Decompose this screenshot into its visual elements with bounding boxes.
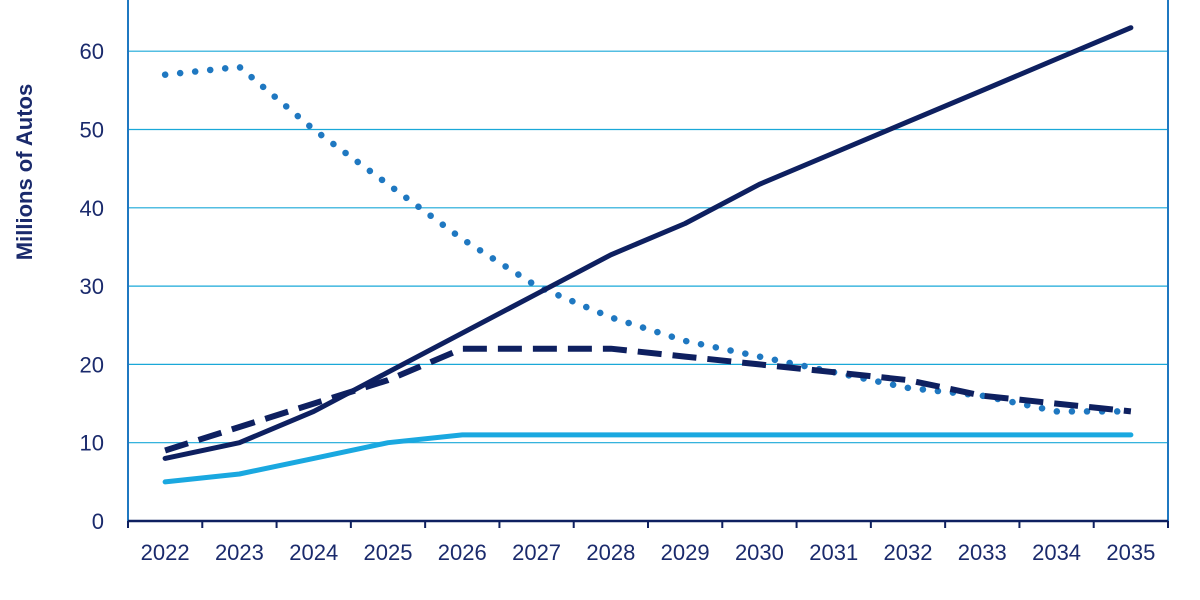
x-tick-label-2028: 2028 — [586, 540, 635, 565]
x-tick-label-2023: 2023 — [215, 540, 264, 565]
x-tick-label-2029: 2029 — [661, 540, 710, 565]
y-tick-label-0: 0 — [92, 509, 104, 534]
x-tick-label-2034: 2034 — [1032, 540, 1081, 565]
x-tick-label-2026: 2026 — [438, 540, 487, 565]
solid-navy-series-line — [162, 25, 1134, 461]
y-tick-label-60: 60 — [80, 39, 104, 64]
y-tick-label-30: 30 — [80, 274, 104, 299]
y-axis-tick-labels: 0 10 20 30 40 50 60 — [80, 39, 104, 534]
series-lines — [161, 25, 1135, 485]
x-tick-label-2032: 2032 — [884, 540, 933, 565]
dashed-series-line — [164, 345, 1132, 454]
y-tick-label-40: 40 — [80, 196, 104, 221]
plot-frame — [127, 0, 1169, 521]
x-tick-label-2033: 2033 — [958, 540, 1007, 565]
y-tick-label-10: 10 — [80, 431, 104, 456]
x-tick-label-2024: 2024 — [289, 540, 338, 565]
gridlines — [128, 50, 1168, 444]
x-axis-tick-labels: 2022 2023 2024 2025 2026 2027 2028 2029 2030 2031… — [141, 540, 1156, 565]
x-tick-label-2030: 2030 — [735, 540, 784, 565]
y-tick-label-50: 50 — [80, 118, 104, 143]
x-tick-label-2031: 2031 — [809, 540, 858, 565]
x-tick-label-2027: 2027 — [512, 540, 561, 565]
x-tick-label-2022: 2022 — [141, 540, 190, 565]
y-tick-label-20: 20 — [80, 352, 104, 377]
x-axis — [127, 519, 1169, 528]
x-tick-label-2025: 2025 — [364, 540, 413, 565]
x-tick-label-2035: 2035 — [1106, 540, 1155, 565]
light-blue-series-line — [162, 432, 1134, 485]
y-axis-title: Millions of Autos — [12, 84, 37, 260]
